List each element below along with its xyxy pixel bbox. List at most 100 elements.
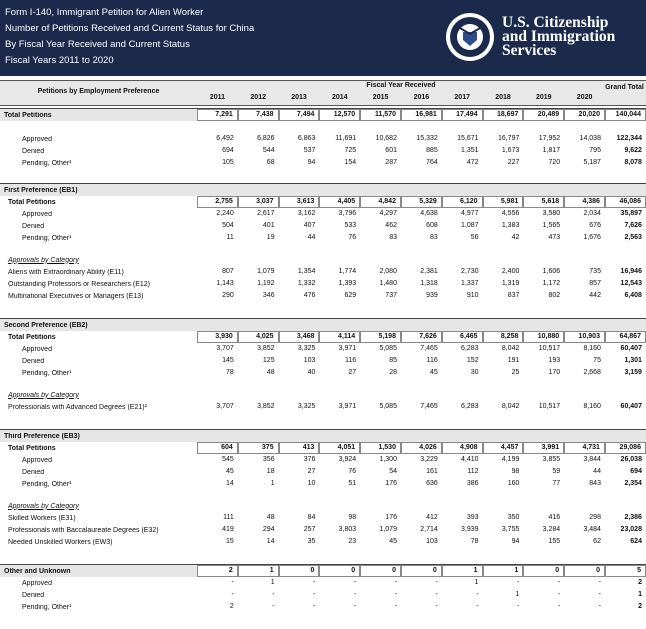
cell: 0 (400, 565, 442, 577)
cell: 83 (389, 234, 397, 241)
row-label: Skilled Workers (E31) (8, 514, 76, 522)
cell: 3,613 (278, 196, 320, 208)
cell: 145 (222, 357, 234, 364)
row-label: Pending, Other¹ (22, 480, 72, 488)
column-header: Petitions by Employment Preference Fisca… (0, 80, 646, 106)
cell: - (598, 579, 601, 586)
cell: - (435, 579, 438, 586)
row-label: Needed Unskilled Workers (EW3) (8, 538, 113, 546)
cell: 3,707 (216, 403, 234, 410)
cell: 42 (511, 234, 520, 241)
table-row: Skilled Workers (E31) 111 48 84 98 176 412 393 3… (0, 512, 646, 524)
cell: 2,617 (257, 210, 275, 217)
cell: 2,668 (583, 369, 601, 376)
cell: 3,229 (420, 456, 438, 463)
cell: 10,903 (564, 331, 605, 343)
cell: - (557, 603, 561, 610)
row-label: Total Petitions (8, 198, 56, 206)
cell: 1,319 (501, 280, 520, 287)
cell: 416 (548, 514, 561, 521)
cell: 3,707 (216, 345, 234, 352)
cell: 3,468 (278, 331, 320, 343)
table-row: Approvals by Category (0, 389, 646, 401)
table-row: Total Petitions 2,755 3,037 3,613 4,405 4,842… (0, 196, 646, 208)
header-line: Form I-140, Immigrant Petition for Alien… (5, 7, 204, 18)
cell: 48 (266, 369, 275, 376)
cell: 3,159 (624, 369, 642, 376)
cell: - (557, 591, 561, 598)
cell: 75 (593, 357, 601, 364)
cell: 910 (466, 292, 479, 299)
cell: - (517, 603, 520, 610)
row-label: Professionals with Baccalaureate Degrees… (8, 526, 159, 534)
cell: 2 (229, 603, 234, 610)
cell: 1 (515, 591, 520, 598)
cell: 23 (348, 538, 357, 545)
cell: 1,087 (461, 222, 479, 229)
cell: - (435, 591, 438, 598)
row-label: Denied (22, 591, 45, 599)
cell: 1,301 (624, 357, 642, 364)
cell: 1 (270, 480, 275, 487)
cell: 12,570 (319, 109, 361, 121)
year-header: 2015 (372, 94, 389, 101)
cell: 290 (222, 292, 234, 299)
cell: - (231, 579, 234, 586)
cell: 1,318 (420, 280, 438, 287)
cell: 191 (507, 357, 520, 364)
cell: - (394, 579, 397, 586)
cell: 2,386 (624, 514, 642, 521)
cell: 30 (470, 369, 479, 376)
cell: - (231, 591, 234, 598)
cell: 0 (564, 565, 605, 577)
table-row: Pending, Other¹ 14 1 10 51 176 636 386 160 77 843 2… (0, 478, 646, 490)
cell: 14,038 (579, 135, 601, 142)
spacer (0, 379, 646, 389)
row-label: Denied (22, 468, 45, 476)
cell: 112 (467, 468, 479, 475)
cell: 3,991 (523, 442, 565, 454)
cell: 3,924 (338, 456, 357, 463)
cell: 5,329 (400, 196, 442, 208)
cell: 59 (552, 468, 561, 475)
cell: 1 (474, 579, 479, 586)
cell: 3,484 (583, 526, 601, 533)
cell: 176 (385, 480, 397, 487)
cell: 160 (507, 480, 520, 487)
cell: 11,691 (335, 135, 357, 142)
cell: 419 (222, 526, 234, 533)
cell: 12,543 (620, 280, 642, 287)
cell: 1 (237, 565, 279, 577)
cell: 4,410 (461, 456, 479, 463)
cell: 6,492 (216, 135, 234, 142)
cell: 25 (511, 369, 520, 376)
spacer (0, 613, 646, 629)
cell: 2,400 (501, 268, 520, 275)
cell: 4,405 (319, 196, 361, 208)
cell: 6,120 (441, 196, 483, 208)
cell: 125 (262, 357, 275, 364)
cell: 476 (303, 292, 316, 299)
cell: 735 (589, 268, 601, 275)
cell: 98 (348, 514, 357, 521)
cell: 10 (307, 480, 316, 487)
cell: 3,971 (338, 403, 357, 410)
cell: 287 (385, 159, 397, 166)
cell: 939 (426, 292, 438, 299)
cell: 5 (604, 565, 646, 577)
cell: 4,908 (441, 442, 483, 454)
cell: 10,682 (375, 135, 397, 142)
cell: 7,465 (420, 403, 438, 410)
cell: 105 (222, 159, 234, 166)
row-label: Professionals with Advanced Degrees (E21… (8, 403, 147, 411)
cell: 78 (470, 538, 479, 545)
cell: 375 (237, 442, 279, 454)
cell: 27 (307, 468, 316, 475)
cell: 1,817 (542, 147, 561, 154)
cell: 472 (466, 159, 479, 166)
cell: 9,622 (624, 147, 642, 154)
cell: 350 (507, 514, 520, 521)
row-label: Approved (22, 135, 52, 143)
table-row: Pending, Other¹ 78 48 40 27 28 45 30 25 170 2,668 3… (0, 367, 646, 379)
cell: 60,407 (620, 403, 642, 410)
